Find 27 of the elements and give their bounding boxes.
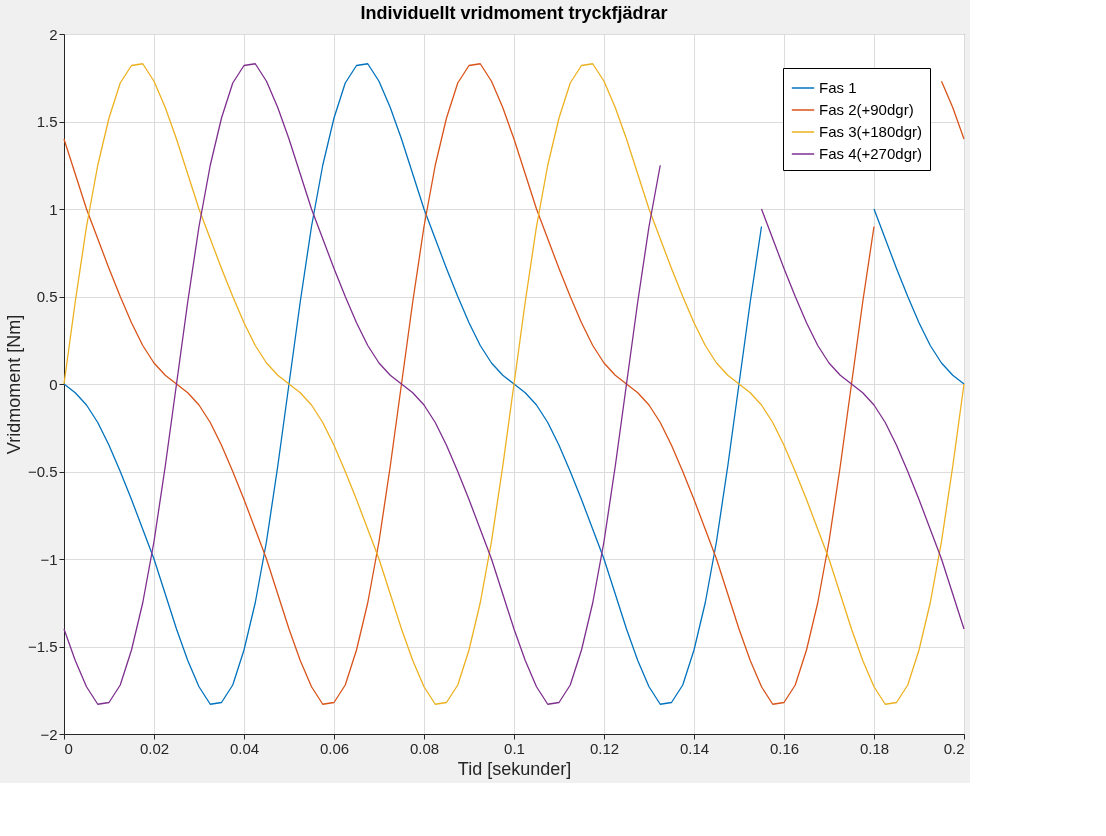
y-tick-label: −2	[40, 725, 58, 743]
x-tick-label: 0.1	[504, 739, 525, 757]
legend-label: Fas 1	[819, 79, 857, 96]
y-tick-label: 0.5	[36, 288, 58, 305]
x-tick-label: 0.02	[139, 739, 170, 757]
y-tick-label: −0.5	[27, 463, 58, 480]
y-tick-label: 1	[49, 200, 58, 218]
x-tick-label: 0.16	[769, 739, 800, 757]
y-tick-label: −1.5	[27, 638, 58, 655]
legend-label: Fas 3(+180dgr)	[819, 123, 922, 140]
legend-label: Fas 2(+90dgr)	[819, 101, 914, 118]
x-tick-label: 0.12	[589, 739, 620, 757]
legend-label: Fas 4(+270dgr)	[819, 145, 922, 162]
y-tick-label: 1.5	[36, 113, 58, 130]
chart-title: Individuellt vridmoment tryckfjädrar	[360, 3, 668, 23]
x-tick-label: 0.2	[943, 739, 965, 757]
y-tick-label: −1	[40, 550, 58, 568]
y-tick-label: 2	[49, 25, 58, 43]
x-tick-label: 0.18	[859, 739, 890, 757]
x-tick-label: 0	[64, 739, 73, 757]
x-tick-label: 0.04	[229, 739, 260, 757]
y-axis-title: Vridmoment [Nm]	[3, 314, 24, 455]
x-axis-title: Tid [sekunder]	[457, 758, 572, 779]
x-tick-label: 0.14	[679, 739, 710, 757]
y-tick-label: 0	[49, 375, 58, 393]
x-tick-label: 0.06	[319, 739, 350, 757]
x-tick-label: 0.08	[409, 739, 440, 757]
